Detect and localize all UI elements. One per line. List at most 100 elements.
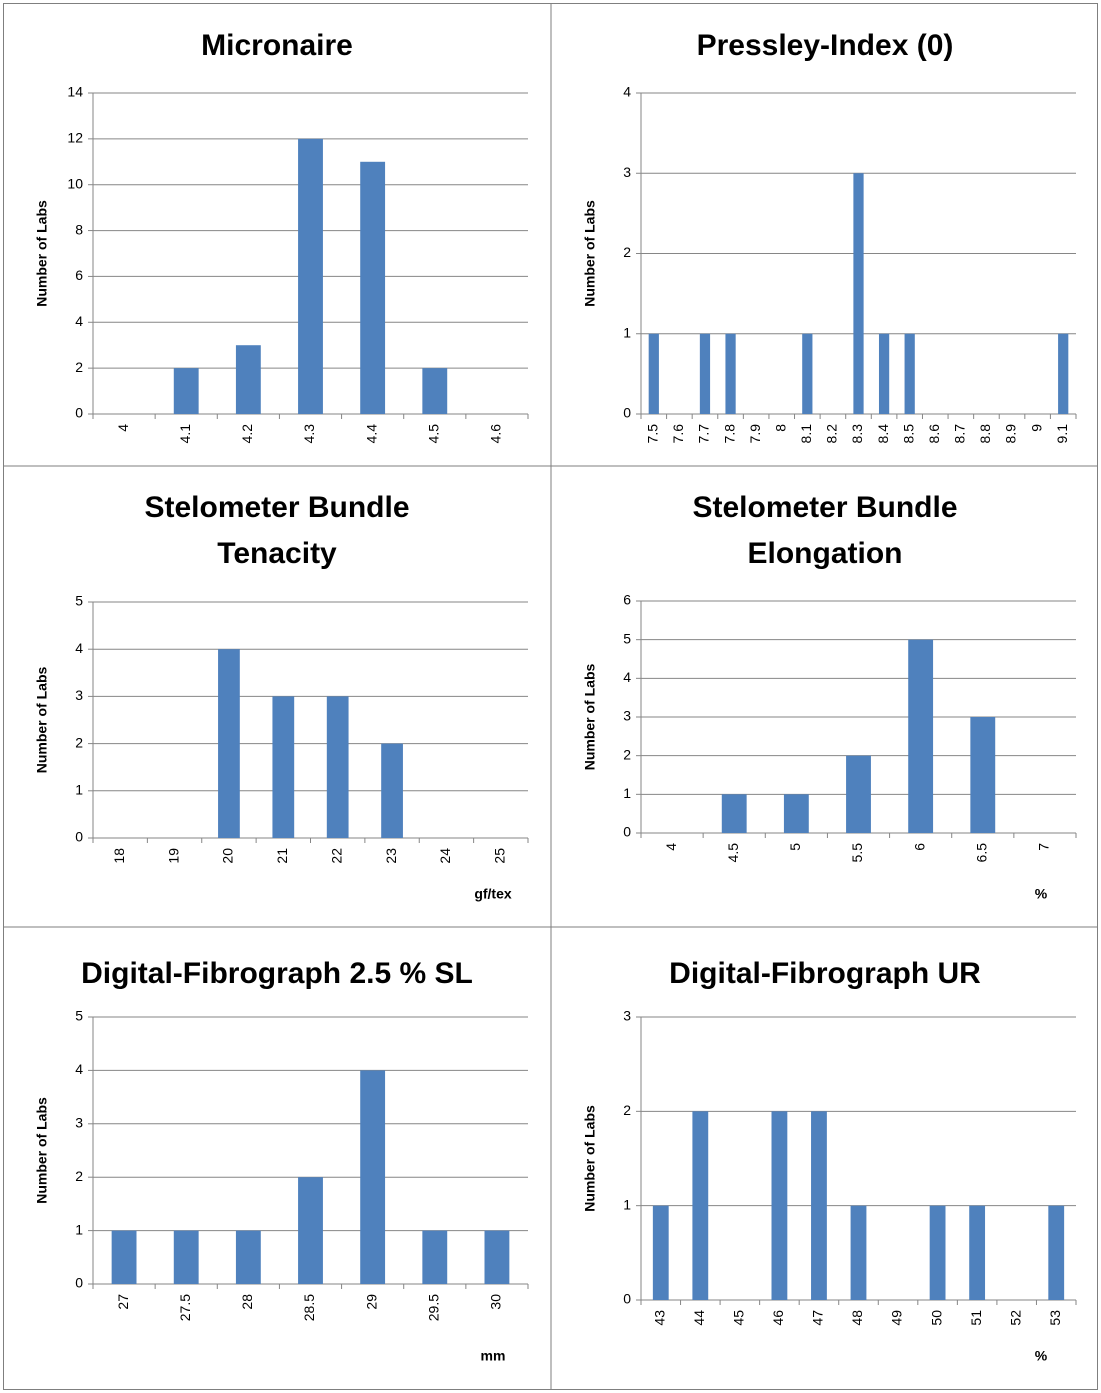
x-tick-label: 47 bbox=[810, 1310, 826, 1326]
bar bbox=[970, 717, 996, 833]
x-tick-label: 9 bbox=[1028, 424, 1044, 432]
x-tick-label: 4 bbox=[115, 424, 131, 432]
y-tick-label: 5 bbox=[75, 593, 83, 609]
x-tick-label: 7.5 bbox=[644, 424, 660, 444]
y-tick-label: 1 bbox=[623, 324, 631, 340]
x-tick-label: 19 bbox=[165, 848, 181, 864]
x-tick-label: 48 bbox=[849, 1310, 865, 1326]
x-tick-label: 8.1 bbox=[798, 424, 814, 444]
x-tick-label: 27 bbox=[115, 1294, 131, 1310]
x-tick-label: 28.5 bbox=[301, 1294, 317, 1321]
bar bbox=[173, 1230, 199, 1284]
bar bbox=[360, 161, 386, 414]
y-tick-label: 2 bbox=[623, 1102, 631, 1118]
bar bbox=[272, 696, 295, 838]
x-tick-label: 4.5 bbox=[425, 424, 441, 444]
bar bbox=[699, 333, 711, 414]
x-tick-label: 7.9 bbox=[747, 424, 763, 444]
chart-title: Stelometer Bundle Tenacity bbox=[144, 491, 410, 570]
x-tick-label: 4.1 bbox=[177, 424, 193, 444]
bar bbox=[326, 696, 349, 838]
x-tick-label: 21 bbox=[274, 848, 290, 864]
x-tick-label: 28 bbox=[239, 1294, 255, 1310]
bar bbox=[235, 345, 261, 414]
y-tick-label: 0 bbox=[623, 405, 631, 421]
x-tick-label: 4.3 bbox=[301, 424, 317, 444]
chart-title: Stelometer Bundle Elongation bbox=[692, 491, 958, 570]
x-tick-label: 7.7 bbox=[696, 424, 712, 444]
y-tick-label: 0 bbox=[623, 1291, 631, 1307]
x-tick-label: 29 bbox=[363, 1294, 379, 1310]
y-tick-label: 8 bbox=[75, 221, 83, 237]
bar bbox=[1048, 1205, 1065, 1300]
x-tick-label: 51 bbox=[968, 1310, 984, 1326]
bar bbox=[904, 333, 915, 414]
chart-title: Digital-Fibrograph UR bbox=[669, 957, 981, 990]
y-tick-label: 3 bbox=[75, 1115, 83, 1131]
y-tick-label: 0 bbox=[75, 1275, 83, 1291]
bar bbox=[298, 1177, 323, 1284]
y-tick-label: 4 bbox=[623, 84, 631, 100]
x-tick-label: 8.9 bbox=[1003, 424, 1019, 444]
y-tick-label: 12 bbox=[67, 130, 83, 146]
y-tick-label: 0 bbox=[623, 824, 631, 840]
y-tick-label: 3 bbox=[75, 687, 83, 703]
x-tick-label: 5.5 bbox=[849, 843, 865, 863]
x-tick-label: 49 bbox=[889, 1310, 905, 1326]
bar bbox=[1058, 333, 1069, 414]
y-tick-label: 6 bbox=[75, 267, 83, 283]
bar bbox=[846, 755, 871, 833]
x-tick-label: 18 bbox=[111, 848, 127, 864]
x-tick-label: 8.3 bbox=[849, 424, 865, 444]
x-tick-label: 8.8 bbox=[977, 424, 993, 444]
bar bbox=[908, 639, 934, 833]
y-axis-label: Number of Labs bbox=[582, 664, 598, 771]
bar bbox=[811, 1111, 827, 1300]
bar bbox=[652, 1205, 669, 1300]
y-tick-label: 4 bbox=[75, 640, 83, 656]
x-tick-label: 8.6 bbox=[926, 424, 942, 444]
bar bbox=[771, 1111, 788, 1300]
x-tick-label: 4 bbox=[663, 843, 679, 851]
bar bbox=[218, 649, 240, 838]
x-tick-label: 44 bbox=[691, 1310, 707, 1326]
y-tick-label: 4 bbox=[75, 313, 83, 329]
x-tick-label: 29.5 bbox=[425, 1294, 441, 1321]
bar bbox=[381, 743, 403, 838]
x-tick-label: 5 bbox=[787, 843, 803, 851]
x-tick-label: 6.5 bbox=[973, 843, 989, 863]
x-tick-label: 53 bbox=[1047, 1310, 1063, 1326]
x-tick-label: 8.5 bbox=[900, 424, 916, 444]
y-tick-label: 4 bbox=[623, 669, 631, 685]
x-tick-label: 23 bbox=[383, 848, 399, 864]
x-tick-label: 7 bbox=[1036, 843, 1052, 851]
x-tick-label: 45 bbox=[731, 1310, 747, 1326]
y-axis-label: Number of Labs bbox=[582, 1105, 598, 1212]
x-tick-label: 27.5 bbox=[177, 1294, 193, 1321]
x-tick-label: 7.8 bbox=[721, 424, 737, 444]
x-tick-label: 4.5 bbox=[725, 843, 741, 863]
x-axis-label: gf/tex bbox=[474, 886, 512, 902]
y-tick-label: 2 bbox=[75, 359, 83, 375]
y-axis-label: Number of Labs bbox=[34, 667, 50, 774]
y-tick-label: 2 bbox=[75, 734, 83, 750]
x-axis-label: % bbox=[1035, 886, 1048, 902]
chart-title: Pressley-Index (0) bbox=[696, 29, 954, 62]
y-tick-label: 3 bbox=[623, 708, 631, 724]
bar bbox=[878, 333, 890, 414]
bar bbox=[173, 368, 199, 414]
bar bbox=[422, 1230, 448, 1284]
bar bbox=[422, 368, 448, 414]
x-tick-label: 9.1 bbox=[1054, 424, 1070, 444]
y-tick-label: 14 bbox=[67, 84, 83, 100]
y-tick-label: 4 bbox=[75, 1061, 83, 1077]
chart-title: Micronaire bbox=[201, 29, 353, 62]
x-tick-label: 7.6 bbox=[670, 424, 686, 444]
x-tick-label: 8.4 bbox=[875, 424, 891, 444]
y-tick-label: 2 bbox=[623, 244, 631, 260]
y-tick-label: 0 bbox=[75, 829, 83, 845]
y-tick-label: 1 bbox=[75, 782, 83, 798]
x-tick-label: 30 bbox=[488, 1294, 504, 1310]
